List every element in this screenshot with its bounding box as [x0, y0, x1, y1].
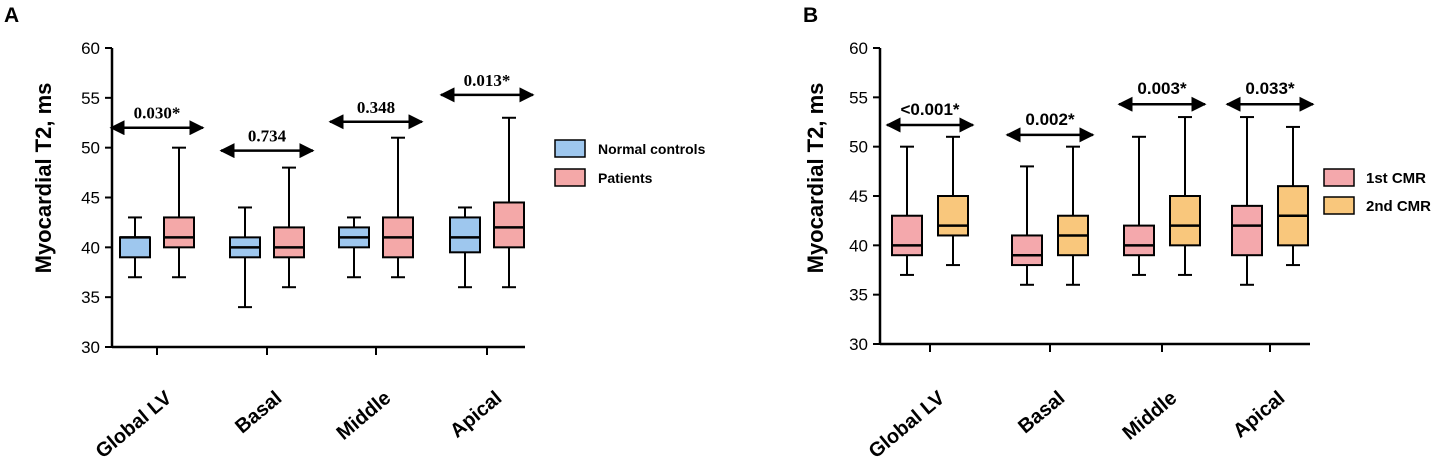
p-value-b-global-lv: <0.001* [900, 100, 959, 119]
y-tick-label-b-30: 30 [849, 335, 868, 354]
box-b-1st-cmr-basal-iqr [1011, 234, 1043, 267]
box-b-2nd-cmr-global-lv [937, 135, 969, 267]
box-b-2nd-cmr-middle-iqr [1169, 195, 1201, 247]
legend-label-patients: Patients [598, 170, 653, 186]
box-a-patients-apical-iqr [493, 201, 525, 249]
legend-swatch-2nd-cmr [1323, 196, 1355, 215]
p-value-a-global-lv: 0.030* [134, 104, 181, 123]
legend-swatch-1st-cmr [1323, 168, 1355, 187]
panel-label-a: A [4, 4, 19, 27]
box-a-patients-middle [382, 136, 414, 279]
legend-label-normal-controls: Normal controls [598, 141, 706, 157]
y-tick-label-b-45: 45 [849, 187, 868, 206]
box-b-1st-cmr-middle [1123, 135, 1155, 276]
y-ticks-b: 30 35 40 45 50 55 60 [849, 39, 880, 354]
legend-label-2nd-cmr: 2nd CMR [1366, 198, 1431, 215]
y-tick-label-a-45: 45 [81, 189, 100, 208]
p-value-a-basal: 0.734 [248, 127, 287, 146]
box-b-1st-cmr-global-lv-iqr [891, 214, 923, 257]
p-value-a-apical: 0.013* [464, 71, 511, 90]
annotations-b: <0.001* 0.002* 0.003* 0.033* [885, 79, 1315, 143]
y-tick-label-b-40: 40 [849, 236, 868, 255]
x-tick-label-a-apical: Apical [446, 387, 506, 442]
boxes-b [891, 116, 1309, 286]
y-tick-label-a-60: 60 [81, 39, 100, 58]
box-b-2nd-cmr-apical [1277, 125, 1309, 267]
y-axis-label-b: Myocardial T2, ms [803, 83, 828, 274]
annotations-a: 0.030* 0.734 0.348 0.013* [109, 71, 535, 159]
box-a-normal-controls-apical [449, 206, 481, 289]
y-tick-label-a-35: 35 [81, 288, 100, 307]
x-tick-label-a-basal: Basal [231, 387, 286, 438]
box-a-patients-apical [493, 116, 525, 289]
x-tick-label-a-global-lv: Global LV [92, 387, 177, 462]
y-tick-label-a-30: 30 [81, 338, 100, 357]
x-tick-label-b-global-lv: Global LV [865, 387, 950, 462]
box-b-2nd-cmr-middle [1169, 116, 1201, 276]
legend-swatch-patients [554, 168, 586, 187]
p-value-a-middle: 0.348 [357, 98, 395, 117]
legend-b: 1st CMR 2nd CMR [1323, 168, 1431, 215]
panel-b: B Myocardial T2, ms 30 35 40 45 50 55 60 Globa… [803, 4, 1431, 462]
box-a-patients-basal [273, 166, 305, 289]
box-a-patients-global-lv [163, 146, 195, 279]
x-ticks-a: Global LV Basal Middle Apical [92, 347, 506, 462]
p-value-b-basal: 0.002* [1025, 110, 1075, 129]
box-a-normal-controls-global-lv-iqr [119, 236, 151, 259]
y-ticks-a: 30 35 40 45 50 55 60 [81, 39, 112, 357]
box-a-patients-basal-iqr [273, 226, 305, 259]
p-value-b-apical: 0.033* [1245, 79, 1295, 98]
y-tick-label-b-50: 50 [849, 138, 868, 157]
box-a-patients-global-lv-iqr [163, 216, 195, 249]
y-tick-label-a-50: 50 [81, 139, 100, 158]
panel-label-b: B [803, 4, 818, 27]
p-value-b-middle: 0.003* [1137, 79, 1187, 98]
box-a-normal-controls-basal [229, 206, 261, 309]
box-a-normal-controls-apical-iqr [449, 216, 481, 254]
y-tick-label-b-35: 35 [849, 286, 868, 305]
y-tick-label-b-55: 55 [849, 88, 868, 107]
y-axis-label-a: Myocardial T2, ms [31, 83, 56, 274]
box-b-1st-cmr-apical [1231, 116, 1263, 286]
box-b-2nd-cmr-global-lv-iqr [937, 195, 969, 237]
x-ticks-b: Global LV Basal Middle Apical [865, 344, 1289, 462]
box-b-1st-cmr-global-lv [891, 145, 923, 276]
x-tick-label-a-middle: Middle [333, 387, 396, 445]
legend-label-1st-cmr: 1st CMR [1366, 170, 1426, 187]
box-a-normal-controls-global-lv [119, 216, 151, 279]
x-tick-label-b-basal: Basal [1014, 387, 1069, 438]
legend-a: Normal controls Patients [554, 139, 706, 187]
y-tick-label-a-40: 40 [81, 238, 100, 257]
box-b-2nd-cmr-basal [1057, 145, 1089, 286]
box-b-1st-cmr-middle-iqr [1123, 224, 1155, 257]
boxes-a [119, 116, 525, 309]
x-tick-label-b-middle: Middle [1119, 387, 1182, 445]
box-b-1st-cmr-basal [1011, 165, 1043, 286]
box-a-normal-controls-middle [338, 216, 370, 279]
box-b-1st-cmr-apical-iqr [1231, 204, 1263, 257]
y-tick-label-a-55: 55 [81, 89, 100, 108]
y-tick-label-b-60: 60 [849, 39, 868, 58]
panel-a: A Myocardial T2, ms 30 35 40 45 50 55 60 Globa… [4, 4, 706, 462]
x-tick-label-b-apical: Apical [1229, 387, 1289, 442]
legend-swatch-normal-controls [554, 139, 586, 158]
